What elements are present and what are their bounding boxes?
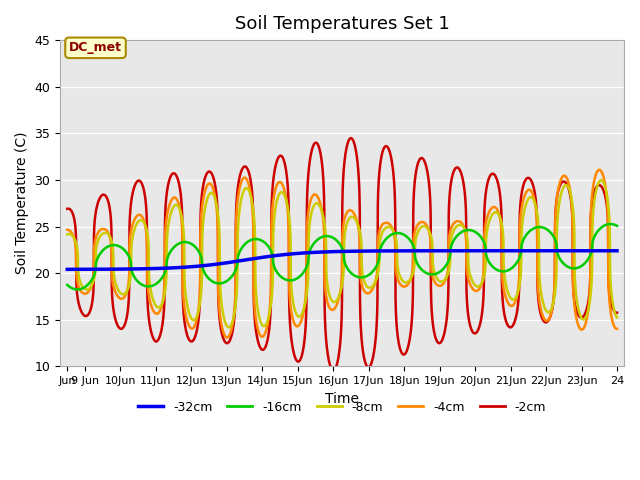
Text: DC_met: DC_met [69,41,122,54]
X-axis label: Time: Time [325,392,359,406]
Y-axis label: Soil Temperature (C): Soil Temperature (C) [15,132,29,275]
Legend: -32cm, -16cm, -8cm, -4cm, -2cm: -32cm, -16cm, -8cm, -4cm, -2cm [133,396,551,419]
Title: Soil Temperatures Set 1: Soil Temperatures Set 1 [235,15,449,33]
